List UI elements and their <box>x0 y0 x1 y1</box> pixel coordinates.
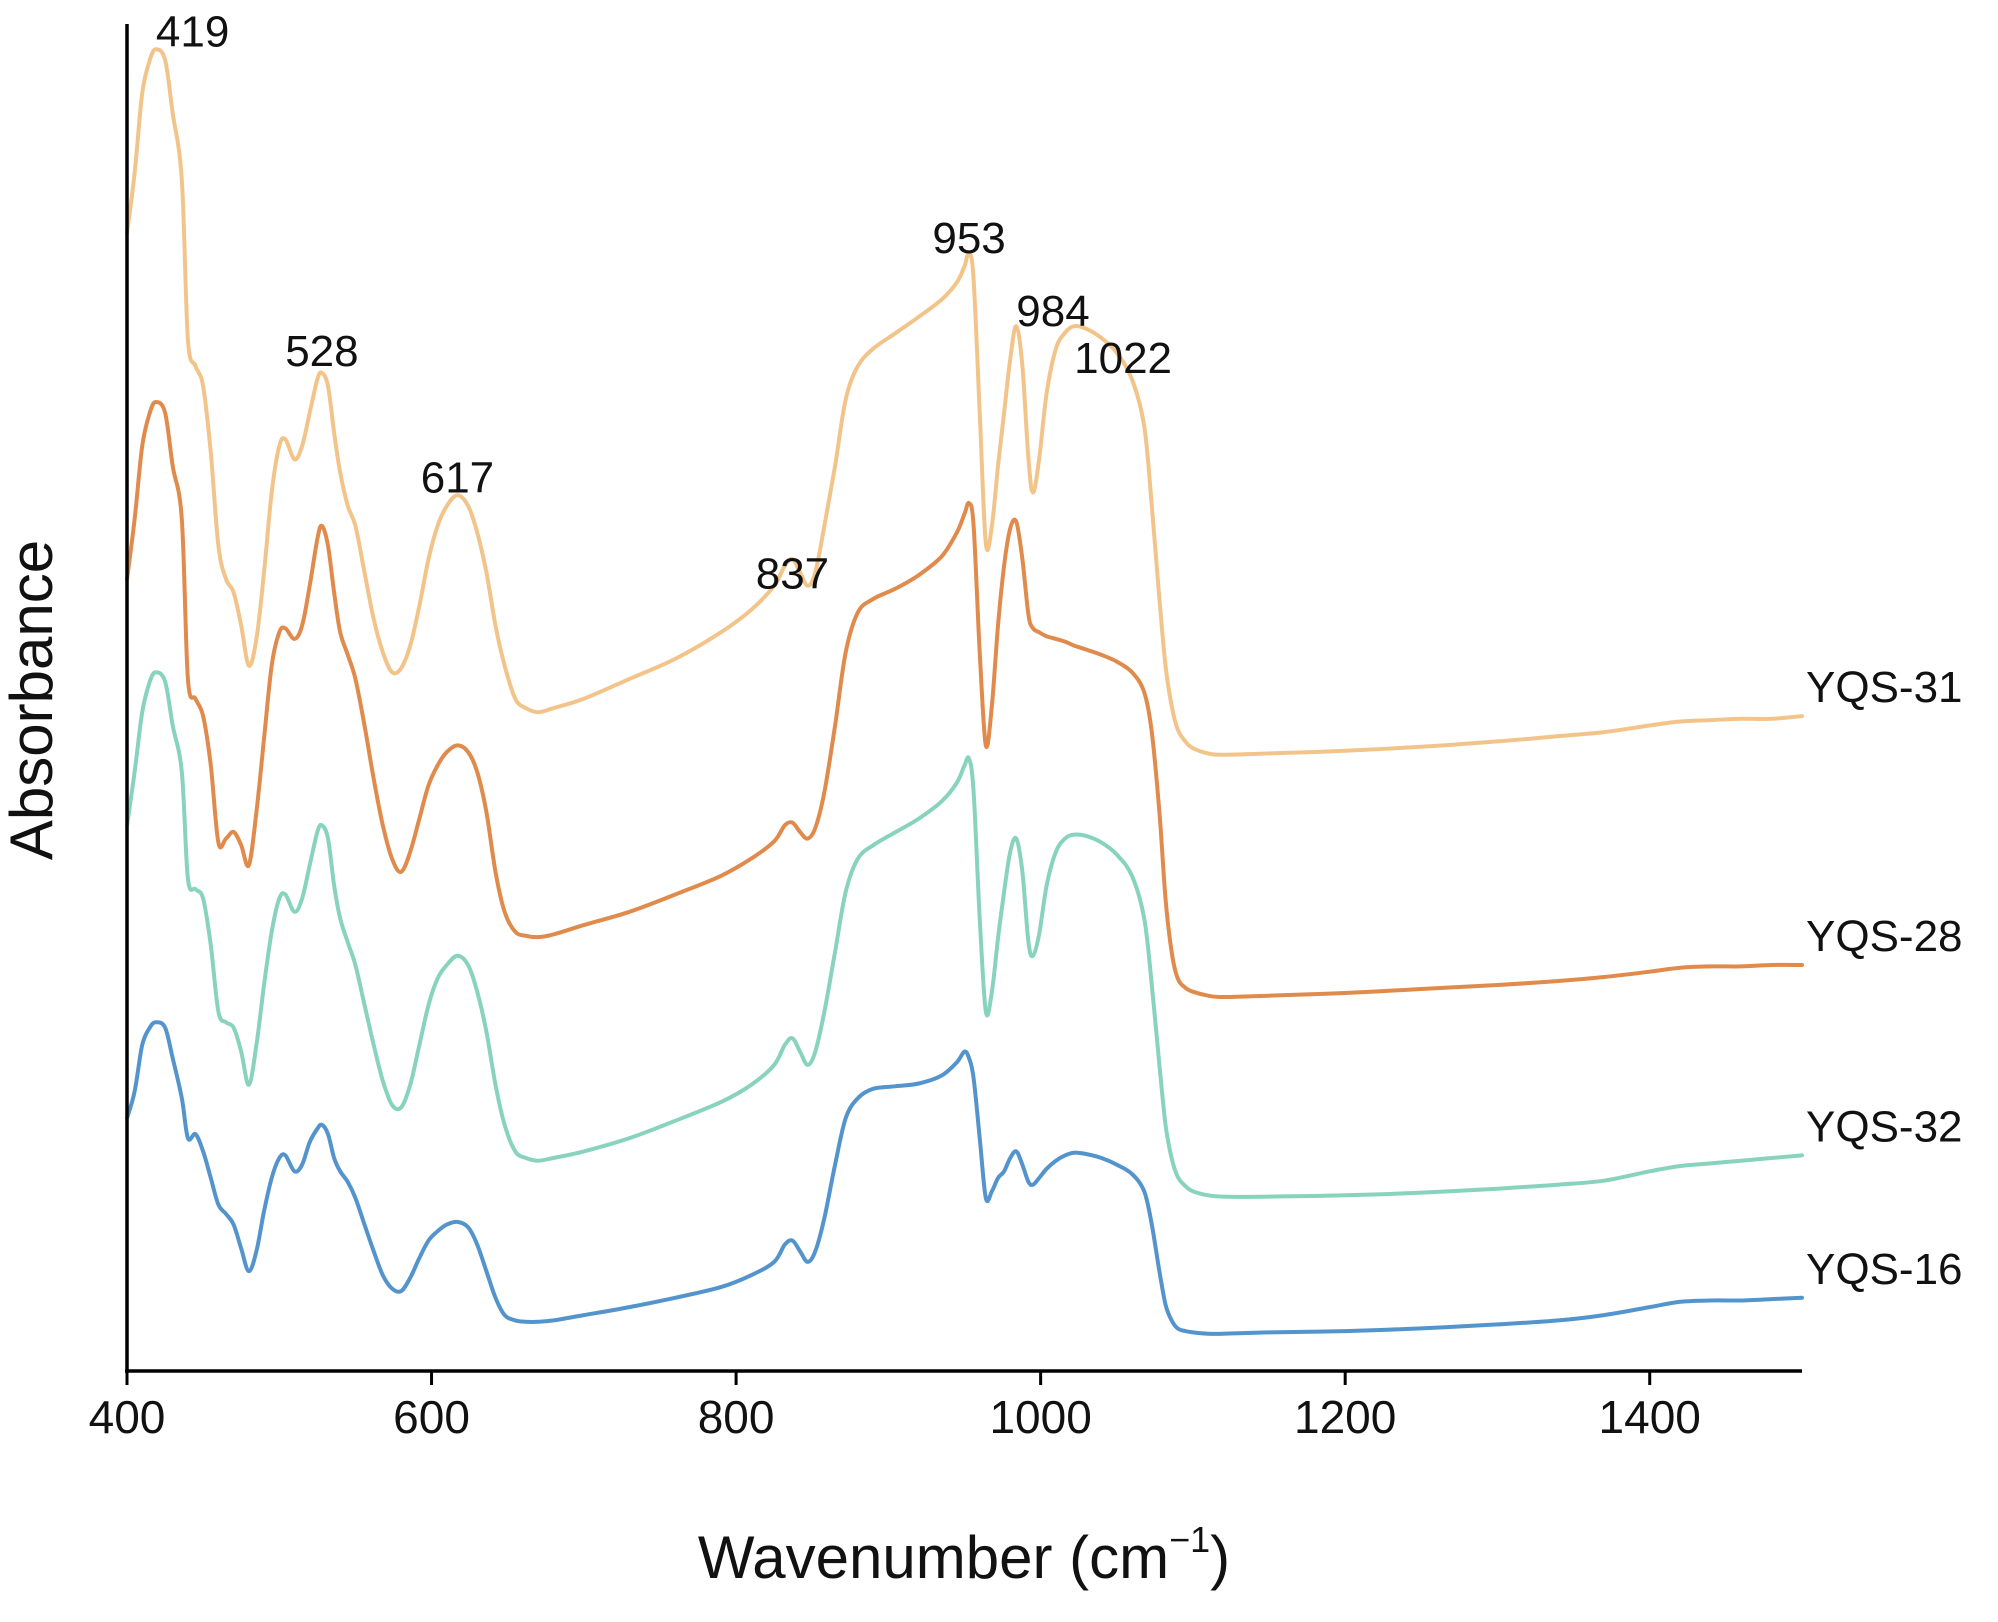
series-label-yqs-28: YQS-28 <box>1806 912 1963 961</box>
series-line-yqs-31 <box>125 47 1804 757</box>
axes-layer <box>125 24 1802 1373</box>
peak-label-617: 617 <box>421 454 494 503</box>
peak-label-528: 528 <box>285 327 358 376</box>
series-line-yqs-28 <box>125 400 1804 999</box>
x-tick-label: 400 <box>89 1391 166 1443</box>
peak-label-419: 419 <box>156 8 229 57</box>
series-labels: YQS-31 YQS-28 YQS-32 YQS-16 <box>1806 663 1963 1294</box>
series-label-yqs-16: YQS-16 <box>1806 1245 1963 1294</box>
peak-label-837: 837 <box>756 549 829 598</box>
peak-label-953: 953 <box>932 214 1005 263</box>
series-line-yqs-16 <box>125 1020 1804 1336</box>
peak-label-984: 984 <box>1016 287 1089 336</box>
x-tick-label: 1200 <box>1294 1391 1396 1443</box>
y-axis-title: Absorbance <box>0 540 65 860</box>
x-ticks: 400 600 800 1000 1200 1400 <box>89 1371 1701 1443</box>
x-tick-label: 1400 <box>1599 1391 1701 1443</box>
peak-label-1022: 1022 <box>1074 334 1172 383</box>
series-label-yqs-31: YQS-31 <box>1806 663 1963 712</box>
series-layer <box>125 47 1804 1336</box>
x-tick-label: 800 <box>698 1391 775 1443</box>
series-label-yqs-32: YQS-32 <box>1806 1102 1963 1151</box>
x-axis-title: Wavenumber (cm−1) <box>698 1519 1230 1591</box>
x-tick-label: 1000 <box>989 1391 1091 1443</box>
x-tick-label: 600 <box>393 1391 470 1443</box>
series-line-yqs-32 <box>125 670 1804 1199</box>
